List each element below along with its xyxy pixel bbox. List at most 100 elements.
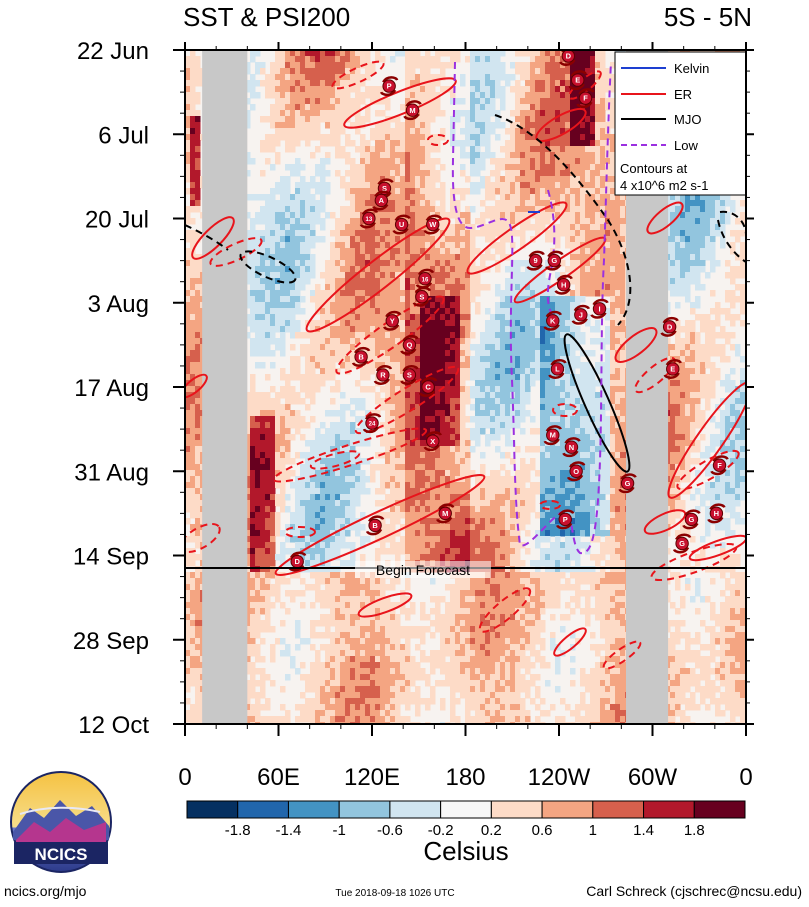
sst-cell	[505, 164, 511, 171]
sst-cell	[615, 386, 621, 393]
sst-cell	[285, 140, 291, 147]
sst-cell	[420, 98, 426, 105]
sst-cell	[675, 326, 681, 333]
sst-cell	[540, 176, 546, 183]
sst-cell	[390, 392, 396, 399]
sst-cell	[335, 332, 341, 339]
sst-cell	[535, 68, 541, 75]
sst-cell	[520, 194, 526, 201]
sst-cell	[700, 368, 706, 375]
sst-cell	[265, 80, 271, 87]
sst-cell	[480, 68, 486, 75]
sst-cell	[580, 50, 586, 57]
sst-cell	[545, 92, 551, 99]
sst-cell	[455, 56, 461, 63]
sst-cell	[275, 254, 281, 261]
sst-cell	[315, 110, 321, 117]
sst-cell	[385, 140, 391, 147]
sst-cell	[260, 290, 266, 297]
sst-cell	[310, 362, 316, 369]
sst-cell	[265, 158, 271, 165]
sst-cell	[265, 332, 271, 339]
sst-cell	[400, 134, 406, 141]
sst-cell	[470, 206, 476, 213]
sst-cell	[505, 170, 511, 177]
sst-cell	[500, 236, 506, 243]
sst-cell	[370, 146, 376, 153]
sst-cell	[740, 272, 746, 279]
sst-cell	[500, 86, 506, 93]
sst-cell	[460, 128, 466, 135]
sst-cell	[515, 212, 521, 219]
sst-cell	[615, 230, 621, 237]
sst-cell	[300, 344, 306, 351]
sst-cell	[560, 206, 566, 213]
sst-cell	[260, 350, 266, 357]
sst-cell	[395, 212, 401, 219]
sst-cell	[360, 218, 366, 225]
sst-cell	[410, 326, 416, 333]
sst-cell	[500, 290, 506, 297]
sst-cell	[340, 218, 346, 225]
sst-cell	[385, 386, 391, 393]
sst-cell	[390, 188, 396, 195]
sst-cell	[280, 254, 286, 261]
sst-cell	[525, 350, 531, 357]
sst-cell	[485, 236, 491, 243]
sst-cell	[475, 392, 481, 399]
sst-cell	[585, 224, 591, 231]
sst-cell	[320, 206, 326, 213]
sst-cell	[330, 248, 336, 255]
sst-cell	[700, 218, 706, 225]
sst-cell	[300, 68, 306, 75]
sst-cell	[530, 272, 536, 279]
sst-cell	[265, 320, 271, 327]
sst-cell	[560, 92, 566, 99]
sst-cell	[285, 272, 291, 279]
sst-cell	[565, 92, 571, 99]
sst-cell	[350, 218, 356, 225]
sst-cell	[265, 326, 271, 333]
sst-cell	[455, 386, 461, 393]
sst-cell	[270, 320, 276, 327]
sst-cell	[595, 74, 601, 81]
sst-cell	[280, 392, 286, 399]
sst-cell	[580, 350, 586, 357]
sst-cell	[395, 290, 401, 297]
sst-cell	[610, 122, 616, 129]
sst-cell	[245, 152, 251, 159]
sst-cell	[725, 374, 731, 381]
sst-cell	[710, 290, 716, 297]
sst-cell	[345, 74, 351, 81]
sst-cell	[315, 380, 321, 387]
sst-cell	[435, 98, 441, 105]
sst-cell	[520, 332, 526, 339]
sst-cell	[565, 194, 571, 201]
sst-cell	[335, 368, 341, 375]
sst-cell	[325, 344, 331, 351]
sst-cell	[410, 80, 416, 87]
sst-cell	[530, 170, 536, 177]
sst-cell	[585, 392, 591, 399]
sst-cell	[520, 344, 526, 351]
sst-cell	[590, 176, 596, 183]
sst-cell	[455, 380, 461, 387]
sst-cell	[370, 128, 376, 135]
sst-cell	[605, 242, 611, 249]
sst-cell	[605, 122, 611, 129]
sst-cell	[365, 56, 371, 63]
sst-cell	[365, 344, 371, 351]
sst-cell	[425, 92, 431, 99]
sst-cell	[455, 188, 461, 195]
sst-cell	[525, 158, 531, 165]
sst-cell	[260, 314, 266, 321]
sst-cell	[505, 350, 511, 357]
sst-cell	[440, 326, 446, 333]
sst-cell	[395, 194, 401, 201]
sst-cell	[460, 386, 466, 393]
sst-cell	[615, 338, 621, 345]
sst-cell	[505, 278, 511, 285]
sst-cell	[555, 182, 561, 189]
sst-cell	[250, 104, 256, 111]
sst-cell	[415, 392, 421, 399]
